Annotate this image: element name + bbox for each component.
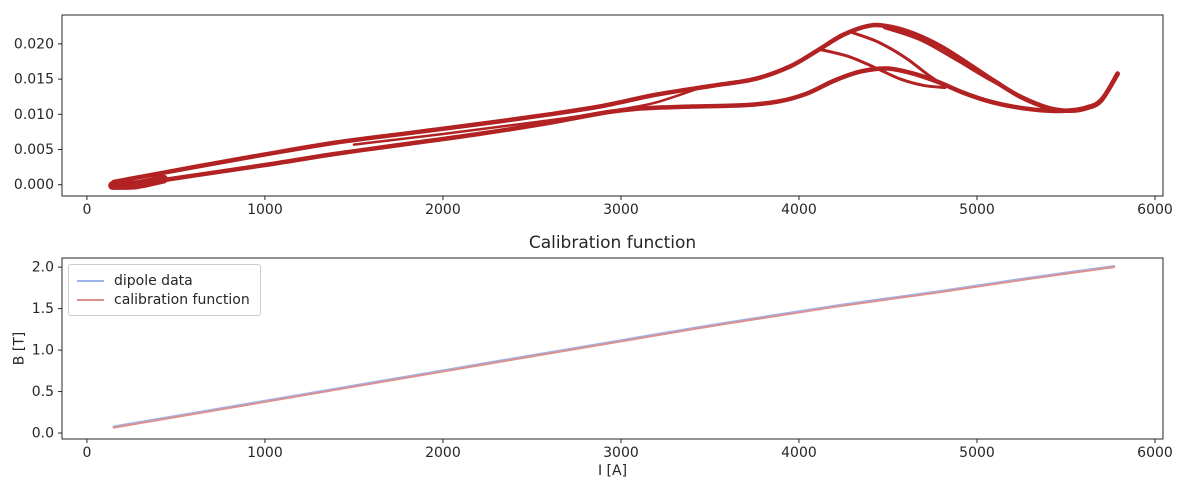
x-tick-label: 2000 — [425, 202, 461, 218]
plot-title: Calibration function — [528, 233, 697, 253]
x-tick-label: 1000 — [247, 445, 283, 461]
y-tick-label: 0.015 — [14, 72, 54, 88]
x-tick-label: 5000 — [959, 202, 995, 218]
legend-label: calibration function — [114, 291, 250, 308]
y-tick-label: 0.010 — [14, 107, 54, 123]
x-tick-label: 6000 — [1137, 445, 1173, 461]
calibration-function-line-swatch — [77, 298, 104, 301]
y-tick-label: 2.0 — [32, 260, 54, 276]
legend-item-dipole-data: dipole data — [77, 271, 250, 290]
x-tick-label: 6000 — [1137, 202, 1173, 218]
x-tick-label: 0 — [82, 202, 91, 218]
series-calibration-function — [112, 266, 1116, 429]
plot-area-field-residual: 0 1000 2000 3000 4000 5000 6000 0.000 0.005 0.010… — [14, 14, 1173, 218]
x-tick-label: 4000 — [781, 202, 817, 218]
y-tick-label: 0.5 — [32, 384, 54, 400]
y-tick-label: 0.0 — [32, 426, 54, 442]
series-dipole-data — [112, 264, 1116, 428]
y-tick-label: 1.5 — [32, 301, 54, 317]
y-tick-label: 1.0 — [32, 343, 54, 359]
x-tick-label: 3000 — [603, 202, 639, 218]
series-hysteresis-lower-envelope — [111, 66, 1120, 190]
x-tick-label: 4000 — [781, 445, 817, 461]
x-tick-label: 0 — [82, 445, 91, 461]
y-tick-label: 0.005 — [14, 142, 54, 158]
x-tick-label: 3000 — [603, 445, 639, 461]
x-tick-label: 5000 — [959, 445, 995, 461]
series-hysteresis-inner-line — [352, 86, 703, 146]
y-tick-label: 0.000 — [14, 177, 54, 193]
legend-item-calibration-function: calibration function — [77, 290, 250, 309]
legend-label: dipole data — [114, 272, 193, 289]
x-axis-label: I [A] — [597, 463, 628, 479]
series-hysteresis-minor-branch-3 — [882, 26, 1077, 113]
legend: dipole data calibration function — [68, 264, 261, 316]
series-hysteresis-minor-branch-1 — [818, 48, 947, 90]
series-hysteresis-minor-branch-2 — [850, 31, 947, 88]
y-tick-label: 0.020 — [14, 36, 54, 52]
x-tick-label: 1000 — [247, 202, 283, 218]
y-axis-label: B [T] — [11, 331, 28, 366]
x-tick-label: 2000 — [425, 445, 461, 461]
dipole-data-line-swatch — [77, 279, 104, 282]
